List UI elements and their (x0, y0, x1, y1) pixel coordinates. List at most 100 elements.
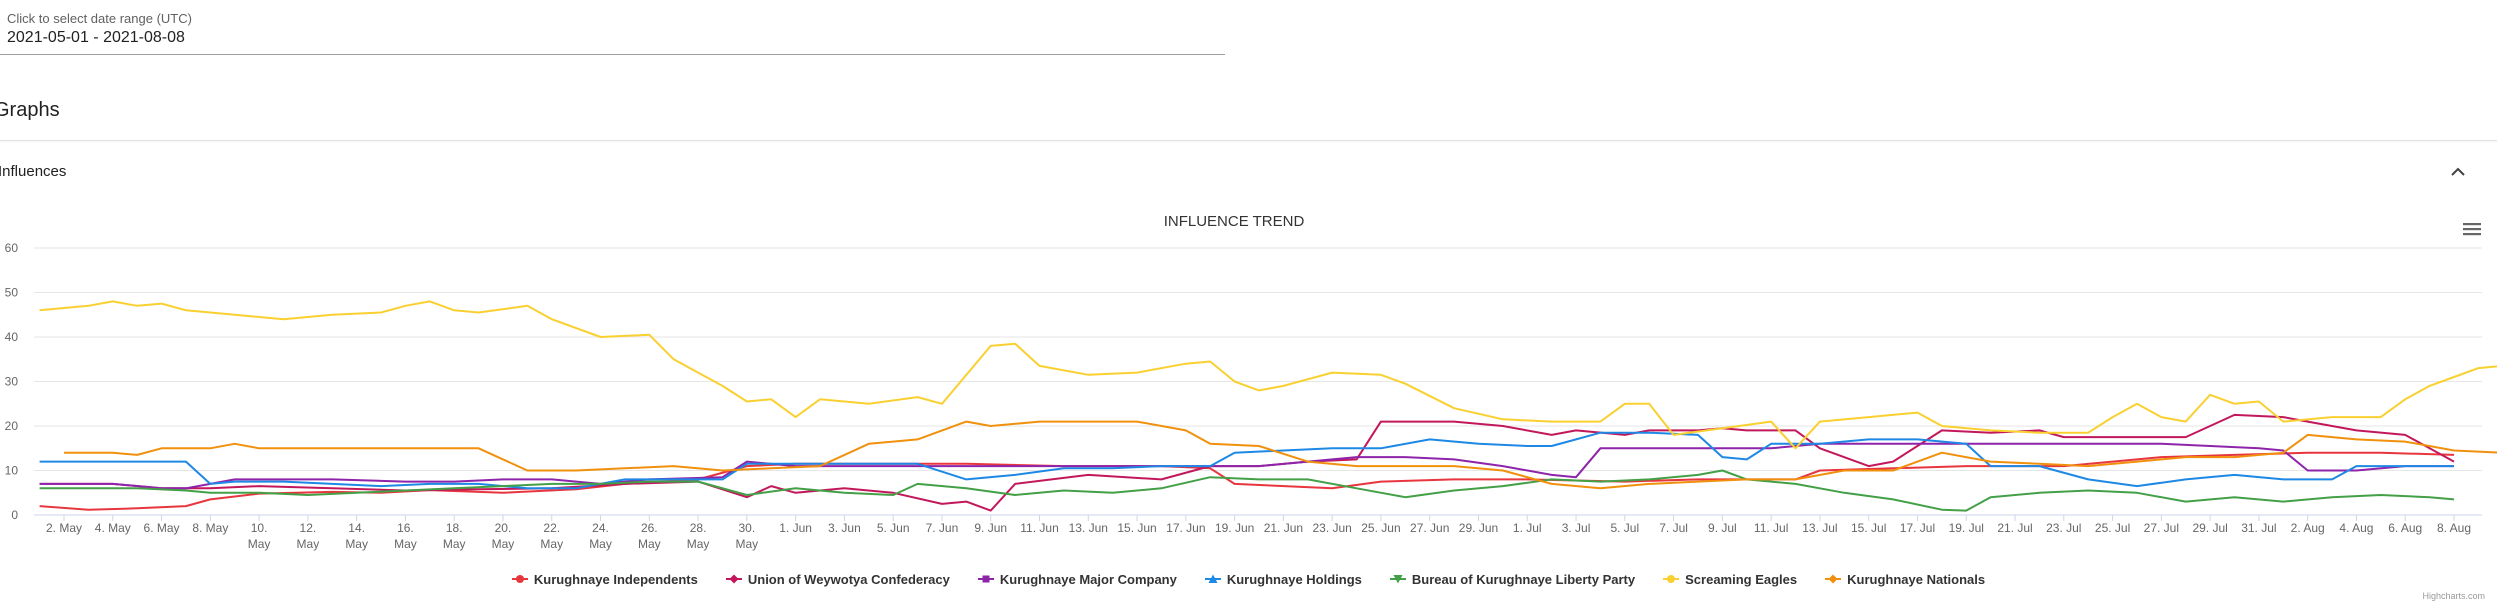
graphs-section-header: Graphs (0, 75, 2497, 141)
legend-label: Union of Weywotya Confederacy (747, 571, 950, 587)
x-tick-label-month: May (394, 537, 417, 551)
x-tick-label: 23. Jun (1312, 521, 1351, 535)
x-tick-label: 16. (397, 521, 414, 535)
x-tick-label: 3. Jul (1562, 521, 1591, 535)
x-tick-label: 4. May (95, 521, 131, 535)
x-tick-label-month: May (443, 537, 466, 551)
x-tick-label: 27. Jun (1410, 521, 1449, 535)
influence-trend-chart: INFLUENCE TREND 0 10 20 30 40 50 60 2. May 4. M… (0, 200, 2497, 605)
chevron-up-icon[interactable] (2448, 162, 2468, 182)
legend-label: Screaming Eagles (1685, 571, 1798, 587)
legend-label: Kurughnaye Holdings (1226, 571, 1362, 587)
legend-marker-icon (1663, 575, 1680, 583)
y-tick-label: 30 (5, 375, 19, 389)
x-tick-label: 15. Jun (1117, 521, 1156, 535)
x-tick-label: 2. Aug (2291, 521, 2325, 535)
x-tick-label: 24. (592, 521, 609, 535)
y-axis: 0 10 20 30 40 50 60 (5, 241, 19, 522)
series-line (39, 442, 2454, 490)
y-tick-label: 0 (11, 508, 18, 522)
x-tick-label: 31. Jul (2241, 521, 2276, 535)
x-tick-label: 8. Aug (2437, 521, 2471, 535)
chart-credits: Highcharts.com (2422, 591, 2485, 601)
x-tick-label: 21. Jul (1997, 521, 2032, 535)
influences-panel-header[interactable]: Influences (0, 142, 2497, 200)
chart-title: INFLUENCE TREND (1164, 213, 1305, 230)
x-tick-label: 30. (739, 521, 756, 535)
legend-item[interactable]: Screaming Eagles (1663, 569, 1797, 589)
x-tick-label: 2. May (46, 521, 82, 535)
x-tick-label-month: May (589, 537, 612, 551)
x-tick-label: 14. (348, 521, 365, 535)
chart-menu-icon[interactable] (2460, 218, 2484, 240)
y-tick-label: 40 (5, 330, 19, 344)
legend-item[interactable]: Kurughnaye Nationals (1825, 569, 1985, 589)
x-tick-label: 13. Jul (1802, 521, 1837, 535)
x-tick-label-month: May (638, 537, 661, 551)
x-tick-label: 13. Jun (1069, 521, 1108, 535)
date-range-underline (0, 54, 1225, 55)
x-tick-label: 29. Jul (2192, 521, 2227, 535)
x-tick-label: 15. Jul (1851, 521, 1886, 535)
x-tick-label: 6. May (144, 521, 180, 535)
grid-lines (34, 247, 2482, 516)
chart-svg: INFLUENCE TREND 0 10 20 30 40 50 60 2. May 4. M… (5, 213, 2497, 551)
series-line (64, 420, 2497, 490)
series-line (39, 431, 2454, 490)
series-line (39, 300, 2497, 450)
x-tick-label: 18. (446, 521, 463, 535)
series-lines (39, 300, 2497, 512)
x-tick-label: 9. Jul (1708, 521, 1737, 535)
legend-item[interactable]: Kurughnaye Holdings (1204, 569, 1362, 589)
legend-label: Kurughnaye Major Company (999, 571, 1177, 587)
x-tick-label: 7. Jul (1659, 521, 1688, 535)
x-tick-label-month: May (492, 537, 515, 551)
y-tick-label: 10 (5, 464, 19, 478)
x-tick-label: 20. (495, 521, 512, 535)
date-range-picker[interactable]: Click to select date range (UTC) 2021-05… (0, 0, 1225, 58)
x-tick-label: 21. Jun (1264, 521, 1303, 535)
x-tick-label: 10. (251, 521, 268, 535)
x-tick-label: 5. Jul (1610, 521, 1639, 535)
x-tick-label: 1. Jun (779, 521, 812, 535)
x-tick-label-month: May (248, 537, 271, 551)
x-tick-label: 27. Jul (2144, 521, 2179, 535)
x-tick-label: 7. Jun (926, 521, 959, 535)
x-tick-label: 5. Jun (877, 521, 910, 535)
x-tick-label: 8. May (192, 521, 228, 535)
x-tick-label-month: May (540, 537, 563, 551)
y-tick-label: 50 (5, 286, 19, 300)
x-tick-label: 22. (543, 521, 560, 535)
legend-item[interactable]: Kurughnaye Major Company (977, 569, 1177, 589)
legend-item[interactable]: Bureau of Kurughnaye Liberty Party (1389, 569, 1636, 589)
y-tick-label: 60 (5, 241, 19, 255)
chart-legend: Kurughnaye Independents Union of Weywotya… (0, 569, 2497, 589)
x-tick-label: 26. (641, 521, 658, 535)
legend-marker-icon (1204, 574, 1221, 583)
x-tick-label: 29. Jun (1459, 521, 1498, 535)
legend-marker-icon (511, 575, 528, 583)
legend-label: Bureau of Kurughnaye Liberty Party (1411, 571, 1636, 587)
x-tick-label-month: May (736, 537, 759, 551)
x-axis: 2. May 4. May 6. May 8. May 10. May 12. May 14. M… (46, 515, 2471, 551)
legend-item[interactable]: Kurughnaye Independents (511, 569, 698, 589)
date-range-input[interactable]: 2021-05-01 - 2021-08-08 (7, 29, 185, 46)
x-tick-label: 25. Jun (1361, 521, 1400, 535)
legend-item[interactable]: Union of Weywotya Confederacy (725, 569, 950, 589)
x-tick-label: 1. Jul (1513, 521, 1542, 535)
page-title: Graphs (0, 99, 60, 121)
y-tick-label: 20 (5, 419, 19, 433)
legend-marker-icon (725, 574, 742, 584)
x-tick-label: 28. (690, 521, 707, 535)
legend-marker-icon (1389, 575, 1406, 584)
x-tick-label: 17. Jun (1166, 521, 1205, 535)
x-tick-label-month: May (345, 537, 368, 551)
date-range-label: Click to select date range (UTC) (7, 11, 192, 26)
x-tick-label: 3. Jun (828, 521, 861, 535)
influences-panel-label: Influences (0, 163, 67, 180)
x-tick-label-month: May (687, 537, 710, 551)
legend-label: Kurughnaye Independents (533, 571, 698, 587)
x-tick-label: 4. Aug (2339, 521, 2373, 535)
x-tick-label: 11. Jul (1754, 521, 1788, 535)
x-tick-label: 11. Jun (1020, 521, 1058, 535)
